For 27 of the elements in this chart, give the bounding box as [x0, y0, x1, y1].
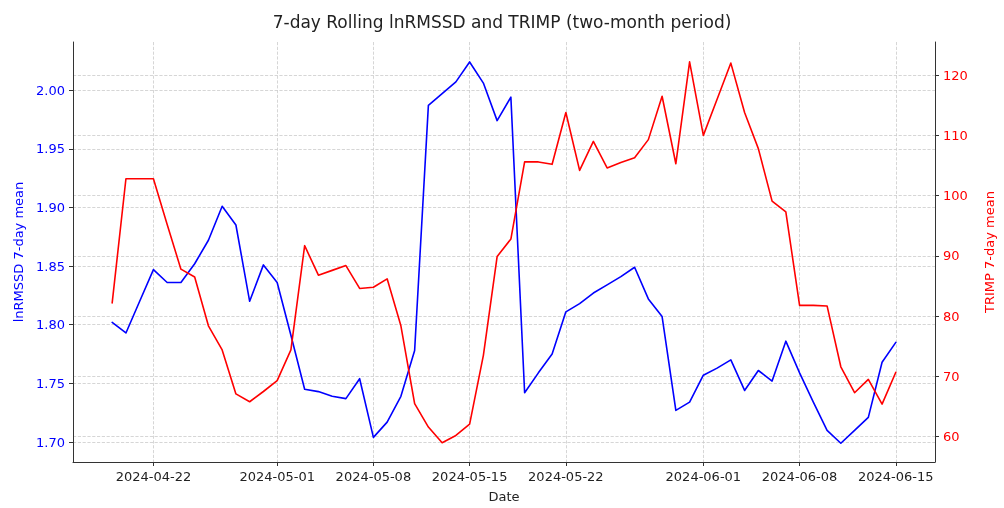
y2-axis-title: TRIMP 7-day mean [982, 191, 997, 314]
x-tick-label: 2024-05-01 [239, 469, 315, 484]
y-axis-title: lnRMSSD 7-day mean [11, 181, 26, 323]
y-tick-label: 1.95 [36, 141, 65, 157]
y-tick-label: 1.90 [36, 199, 65, 215]
y-tick-label: 1.70 [36, 434, 65, 450]
line-series [111, 61, 897, 445]
y-tick-label: 1.80 [36, 317, 65, 333]
y2-tick-label: 110 [943, 127, 968, 143]
y2-tick-label: 60 [943, 429, 960, 445]
y2-tick-label: 100 [943, 188, 968, 204]
y-tick-label: 1.75 [36, 375, 65, 391]
y-tick-label: 1.85 [36, 258, 65, 274]
x-tick-label: 2024-05-22 [528, 469, 604, 484]
chart-title: 7-day Rolling lnRMSSD and TRIMP (two-month period) [272, 11, 732, 32]
y2-tick-label: 80 [943, 308, 960, 324]
x-tick-label: 2024-06-15 [858, 469, 934, 484]
y2-tick-label: 70 [943, 368, 960, 384]
x-tick-label: 2024-05-08 [335, 469, 412, 484]
y-tick-label: 2.00 [36, 82, 65, 98]
y2-tick-label: 120 [943, 67, 968, 83]
x-tick-label: 2024-05-15 [431, 469, 508, 484]
x-axis-title: Date [488, 489, 520, 504]
x-tick-label: 2024-04-22 [115, 469, 192, 484]
y2-tick-label: 90 [943, 248, 960, 264]
x-tick-label: 2024-06-08 [761, 469, 838, 484]
x-tick-label: 2024-06-01 [665, 469, 742, 484]
